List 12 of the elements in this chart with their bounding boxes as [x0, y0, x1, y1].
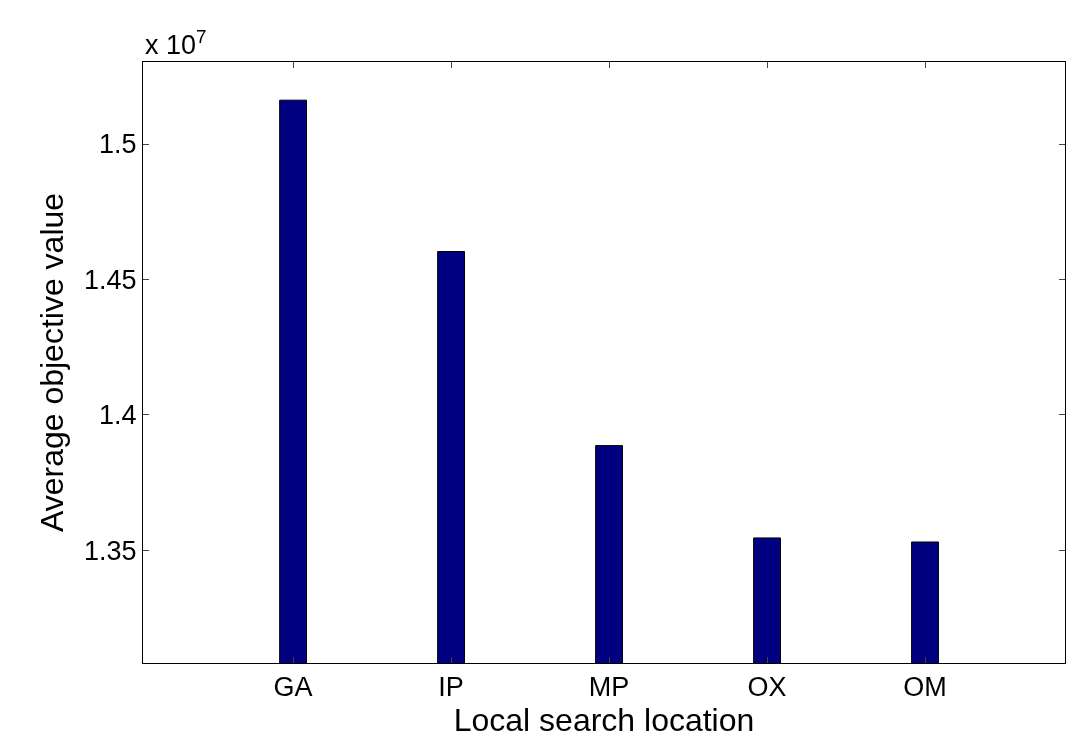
y-tick-label: 1.4: [99, 400, 137, 431]
x-tick-label: IP: [438, 672, 464, 703]
x-tick-label: OM: [903, 672, 947, 703]
y-axis-title: Average objective value: [34, 192, 71, 533]
y-tick-label: 1.5: [99, 129, 137, 160]
y-tick-label: 1.45: [84, 264, 137, 295]
x-tick-label: OX: [747, 672, 787, 703]
x-tick-label: GA: [273, 672, 313, 703]
text: x 10$^{7}$: [145, 26, 207, 61]
x-axis-title: Local search location: [453, 702, 755, 739]
x-tick-label: MP: [588, 672, 630, 703]
y-tick-label: 1.35: [84, 535, 137, 566]
